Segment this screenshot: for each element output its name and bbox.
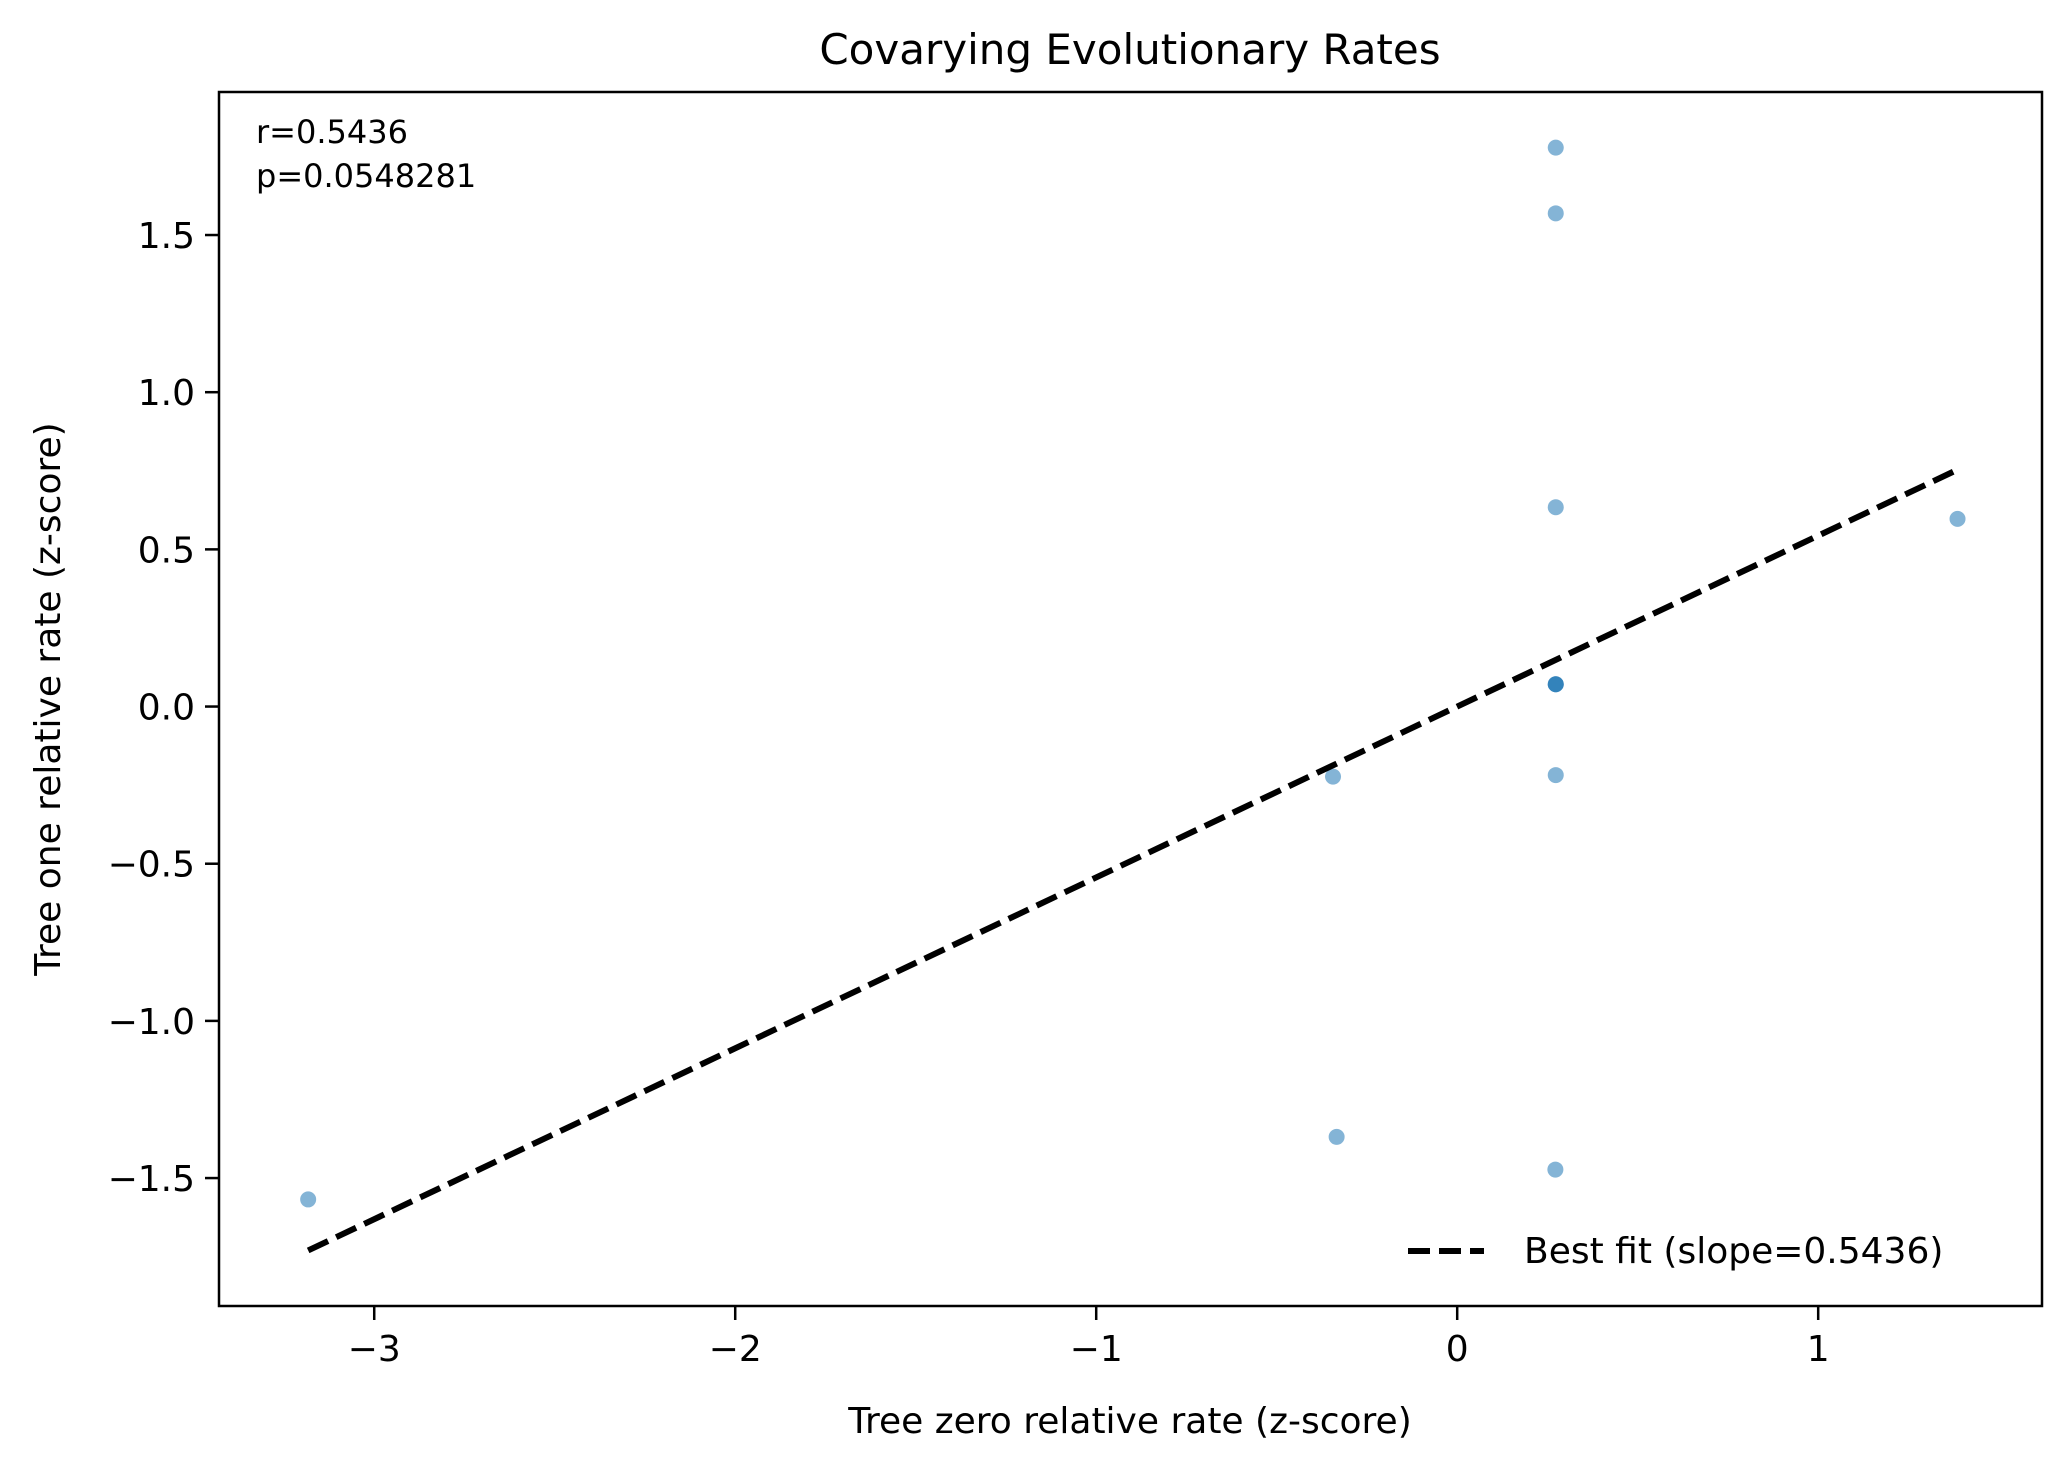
x-tick-label: −2 — [709, 1329, 762, 1370]
x-tick-label: 0 — [1446, 1329, 1469, 1370]
x-tick-label: −1 — [1070, 1329, 1123, 1370]
legend: Best fit (slope=0.5436) — [1408, 1231, 1943, 1272]
y-tick-label: 1.0 — [138, 373, 195, 414]
y-tick-label: 0.0 — [138, 688, 195, 729]
chart-title: Covarying Evolutionary Rates — [819, 25, 1440, 74]
legend-entry-best-fit: Best fit (slope=0.5436) — [1524, 1231, 1943, 1272]
x-tick-label: −3 — [348, 1329, 401, 1370]
y-axis-label: Tree one relative rate (z-score) — [28, 422, 69, 976]
fit-line-layer — [306, 466, 1959, 1254]
annotation-r-value: r=0.5436 — [256, 113, 408, 151]
scatter-point — [1949, 510, 1966, 527]
scatter-point — [1547, 1161, 1564, 1178]
y-tick-label: 0.5 — [138, 530, 195, 571]
y-tick-label: −0.5 — [108, 845, 195, 886]
scatter-point — [1547, 767, 1564, 784]
x-axis-label: Tree zero relative rate (z-score) — [847, 1401, 1411, 1442]
y-axis-ticks: −1.5 −1.0 −0.5 0.0 0.5 1.0 1.5 — [108, 216, 219, 1200]
x-axis-ticks: −3 −2 −1 0 1 — [348, 1306, 1830, 1370]
y-tick-label: 1.5 — [138, 216, 195, 257]
annotation-p-value: p=0.0548281 — [256, 157, 476, 195]
scatter-point — [1547, 205, 1564, 222]
y-tick-label: −1.5 — [108, 1159, 195, 1200]
x-tick-label: 1 — [1807, 1329, 1830, 1370]
scatter-point — [1547, 499, 1564, 516]
axes-frame — [217, 90, 2044, 1308]
points-layer — [300, 139, 1966, 1208]
scatter-point — [1547, 676, 1564, 693]
scatter-point — [300, 1191, 317, 1208]
best-fit-line — [306, 466, 1959, 1254]
y-tick-label: −1.0 — [108, 1002, 195, 1043]
scatter-point — [1328, 1128, 1345, 1145]
scatter-point — [1325, 768, 1342, 785]
scatter-point — [1547, 139, 1564, 156]
